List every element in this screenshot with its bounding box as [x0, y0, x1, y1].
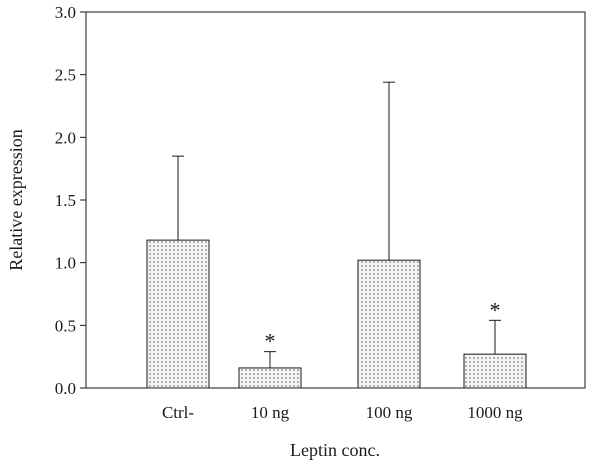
- significance-marker: *: [490, 297, 501, 322]
- x-tick-label: 100 ng: [366, 403, 413, 422]
- y-axis-ticks: 0.0 0.5 1.0 1.5 2.0 2.5 3.0: [55, 3, 86, 398]
- bars: **: [146, 81, 527, 389]
- bar: [238, 367, 302, 389]
- x-axis-label: Leptin conc.: [290, 440, 380, 460]
- x-tick-label: Ctrl-: [162, 403, 194, 422]
- y-axis-label: Relative expression: [6, 129, 26, 270]
- bar: [146, 239, 210, 389]
- x-axis-tick-labels: Ctrl- 10 ng 100 ng 1000 ng: [162, 403, 523, 422]
- x-tick-label: 1000 ng: [467, 403, 523, 422]
- y-tick-label: 3.0: [55, 3, 76, 22]
- bar: [463, 353, 527, 389]
- y-tick-label: 1.0: [55, 254, 76, 273]
- bar: [357, 259, 421, 389]
- y-tick-label: 1.5: [55, 191, 76, 210]
- y-tick-label: 2.0: [55, 128, 76, 147]
- y-tick-label: 0.0: [55, 379, 76, 398]
- y-tick-label: 2.5: [55, 66, 76, 85]
- significance-marker: *: [265, 329, 276, 354]
- y-tick-label: 0.5: [55, 316, 76, 335]
- x-tick-label: 10 ng: [251, 403, 290, 422]
